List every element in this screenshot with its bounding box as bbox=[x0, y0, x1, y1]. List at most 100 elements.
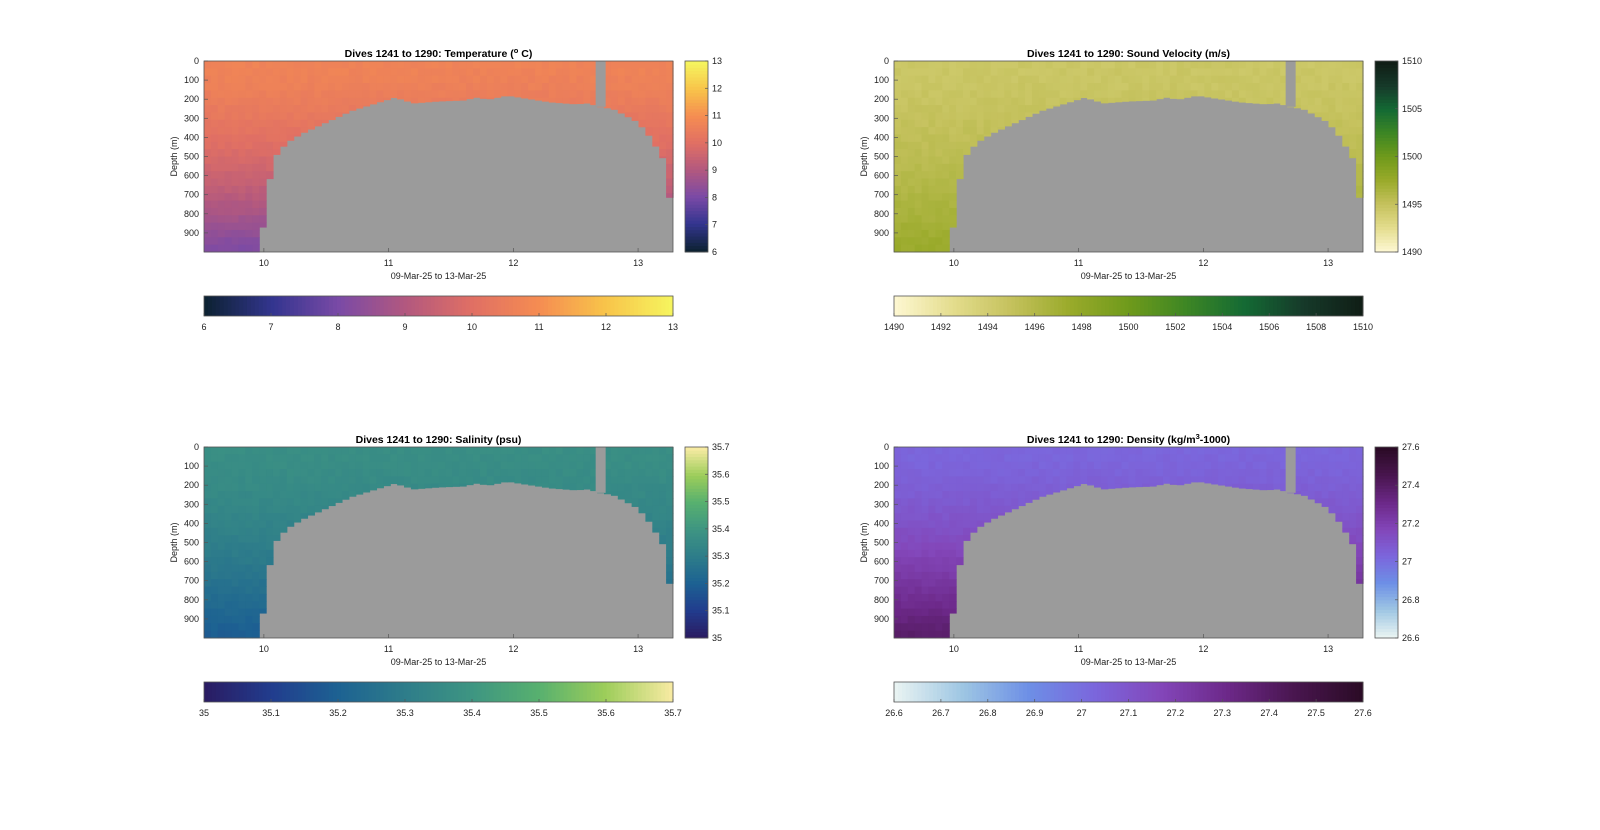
heatmap-cell bbox=[666, 105, 674, 113]
heatmap-cell bbox=[962, 90, 971, 99]
heatmap-cell bbox=[1356, 105, 1364, 113]
heatmap-cell bbox=[914, 61, 923, 69]
colorbar-segment bbox=[289, 682, 295, 702]
heatmap-cell bbox=[1080, 90, 1088, 99]
heatmap-cell bbox=[335, 491, 343, 499]
heatmap-cell bbox=[1349, 141, 1357, 150]
colorbar-segment bbox=[1375, 102, 1398, 107]
heatmap-cell bbox=[617, 75, 626, 84]
y-tick-label: 0 bbox=[884, 442, 889, 452]
heatmap-cell bbox=[907, 491, 916, 499]
colorbar-segment bbox=[383, 682, 389, 702]
heatmap-cell bbox=[1011, 105, 1019, 113]
heatmap-cell bbox=[486, 68, 495, 77]
heatmap-cell bbox=[935, 229, 943, 238]
heatmap-cell bbox=[417, 469, 426, 477]
heatmap-cell bbox=[204, 163, 212, 172]
colorbar-segment bbox=[1108, 296, 1114, 316]
heatmap-cell bbox=[894, 215, 902, 224]
heatmap-cell bbox=[307, 447, 315, 455]
heatmap-cell bbox=[272, 513, 281, 521]
colorbar-segment bbox=[1323, 296, 1329, 316]
heatmap-cell bbox=[204, 61, 212, 69]
heatmap-cell bbox=[914, 483, 923, 492]
heatmap-cell bbox=[914, 608, 923, 617]
heatmap-cell bbox=[1252, 447, 1261, 455]
colorbar-segment bbox=[336, 682, 342, 702]
heatmap-cell bbox=[245, 491, 253, 499]
heatmap-cell bbox=[210, 83, 219, 91]
heatmap-cell bbox=[1135, 447, 1143, 455]
heatmap-cell bbox=[935, 586, 943, 595]
colorbar-segment bbox=[1202, 296, 1208, 316]
heatmap-cell bbox=[894, 207, 902, 216]
heatmap-cell bbox=[210, 623, 219, 632]
heatmap-cell bbox=[659, 149, 667, 157]
heatmap-cell bbox=[210, 112, 219, 121]
heatmap-cell bbox=[204, 615, 212, 624]
heatmap-cell bbox=[231, 83, 240, 91]
heatmap-cell bbox=[928, 491, 936, 499]
colorbar-segment bbox=[321, 296, 326, 316]
heatmap-cell bbox=[1038, 483, 1047, 492]
heatmap-cell bbox=[1066, 68, 1074, 77]
heatmap-cell bbox=[921, 127, 930, 135]
colorbar-segment bbox=[897, 682, 903, 702]
heatmap-cell bbox=[1349, 105, 1357, 113]
heatmap-cell bbox=[1225, 61, 1233, 69]
colorbar-segment bbox=[1375, 539, 1398, 543]
colorbar-segment bbox=[1120, 296, 1126, 316]
heatmap-cell bbox=[224, 237, 233, 246]
colorbar-segment bbox=[987, 682, 993, 702]
heatmap-cell bbox=[1169, 447, 1178, 455]
colorbar-segment bbox=[1050, 682, 1055, 702]
heatmap-cell bbox=[900, 513, 909, 521]
heatmap-cell bbox=[479, 61, 488, 69]
x-tick-label: 12 bbox=[1198, 258, 1208, 268]
heatmap-cell bbox=[217, 586, 226, 595]
colorbar-segment bbox=[516, 682, 522, 702]
heatmap-cell bbox=[604, 461, 612, 470]
heatmap-cell bbox=[548, 454, 557, 463]
heatmap-cell bbox=[624, 476, 633, 485]
heatmap-cell bbox=[1218, 90, 1226, 99]
heatmap-cell bbox=[990, 119, 999, 128]
heatmap-cell bbox=[245, 461, 253, 470]
heatmap-cell bbox=[210, 483, 219, 492]
heatmap-cell bbox=[956, 476, 964, 485]
colorbar-segment bbox=[685, 248, 708, 253]
colorbar-segment bbox=[1077, 296, 1083, 316]
heatmap-cell bbox=[638, 112, 647, 121]
heatmap-cell bbox=[652, 476, 660, 485]
heatmap-cell bbox=[1321, 491, 1330, 499]
colorbar-segment bbox=[387, 296, 393, 316]
heatmap-cell bbox=[245, 222, 253, 231]
heatmap-cell bbox=[1245, 97, 1254, 104]
heatmap-cell bbox=[1218, 97, 1226, 100]
heatmap-cell bbox=[1045, 83, 1054, 91]
heatmap-cell bbox=[1218, 476, 1226, 485]
colorbar-segment bbox=[497, 682, 502, 702]
heatmap-cell bbox=[252, 105, 260, 113]
heatmap-cell bbox=[245, 171, 253, 179]
heatmap-cell bbox=[369, 469, 378, 477]
heatmap-cell bbox=[928, 178, 936, 187]
heatmap-cell bbox=[1162, 75, 1171, 84]
heatmap-cell bbox=[328, 483, 336, 492]
heatmap-cell bbox=[900, 527, 909, 536]
heatmap-cell bbox=[1342, 461, 1350, 470]
colorbar-segment bbox=[1331, 682, 1337, 702]
colorbar-segment bbox=[1241, 682, 1247, 702]
colorbar-segment bbox=[685, 497, 708, 502]
colorbar-segment bbox=[1226, 682, 1231, 702]
heatmap-cell bbox=[935, 447, 943, 455]
heatmap-cell bbox=[1183, 447, 1192, 455]
heatmap-cell bbox=[935, 119, 943, 128]
heatmap-cell bbox=[907, 127, 916, 135]
heatmap-cell bbox=[990, 476, 999, 485]
heatmap-cell bbox=[914, 454, 923, 463]
heatmap-cell bbox=[452, 83, 460, 91]
heatmap-cell bbox=[914, 207, 923, 216]
heatmap-cell bbox=[210, 61, 219, 69]
heatmap-cell bbox=[286, 454, 295, 463]
